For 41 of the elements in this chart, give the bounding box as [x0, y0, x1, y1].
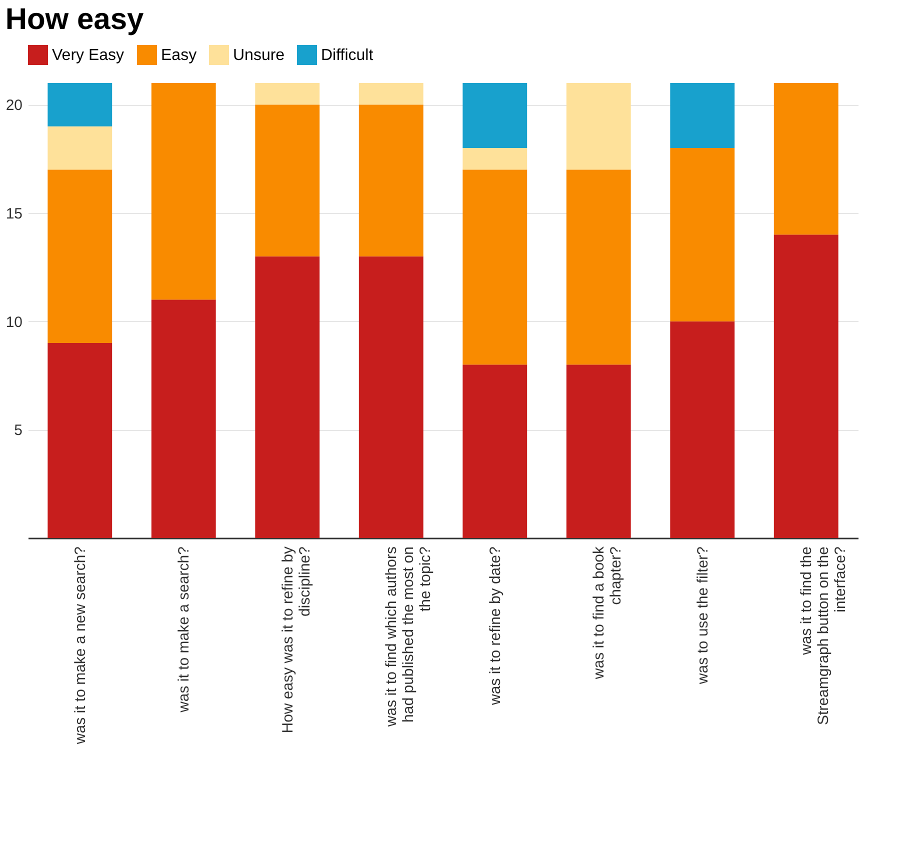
bar: [151, 83, 216, 300]
bar: [48, 83, 112, 126]
x-tick-label: was it to refine by date?: [486, 546, 504, 706]
y-tick-label: 5: [14, 422, 22, 440]
y-tick-label: 20: [6, 97, 22, 114]
bar: [462, 83, 528, 148]
bar: [255, 83, 320, 105]
bar: [358, 256, 424, 538]
bar: [462, 170, 528, 365]
bar: [670, 321, 735, 538]
x-tick-label: was it to make a new search?: [72, 546, 89, 746]
bar: [151, 300, 216, 538]
bar: [566, 170, 631, 365]
x-tick-label: was it to find which authors had published the most on the topic?: [383, 546, 434, 728]
bar: [670, 83, 735, 148]
y-tick-label: 10: [6, 314, 22, 331]
x-tick-label: was it to find a book chapter?: [590, 546, 625, 680]
bar: [358, 104, 424, 256]
bar: [774, 234, 838, 538]
bar: [255, 256, 320, 538]
bar: [358, 83, 424, 105]
bar: [566, 83, 631, 170]
bar: [462, 364, 528, 538]
legend-label: Easy: [161, 47, 197, 64]
bar: [566, 364, 631, 538]
bar: [255, 104, 320, 256]
legend-label: Difficult: [321, 47, 374, 64]
x-tick-label: was it to find the Streamgraph button on the interface?: [798, 546, 850, 725]
chart-title: How easy: [5, 3, 144, 36]
x-tick-label: How easy was it to refine by discipline?: [279, 546, 314, 734]
bar: [48, 126, 112, 170]
bar: [48, 343, 112, 538]
bar: [48, 170, 112, 343]
x-tick-label: was to use the filter?: [694, 546, 712, 686]
bar: [774, 83, 838, 235]
bar: [670, 148, 735, 322]
y-tick-label: 15: [6, 206, 22, 222]
legend-label: Unsure: [233, 47, 285, 64]
bar: [462, 148, 528, 170]
x-tick-label: was it to make a search?: [176, 546, 193, 714]
legend-label: Very Easy: [52, 47, 124, 64]
